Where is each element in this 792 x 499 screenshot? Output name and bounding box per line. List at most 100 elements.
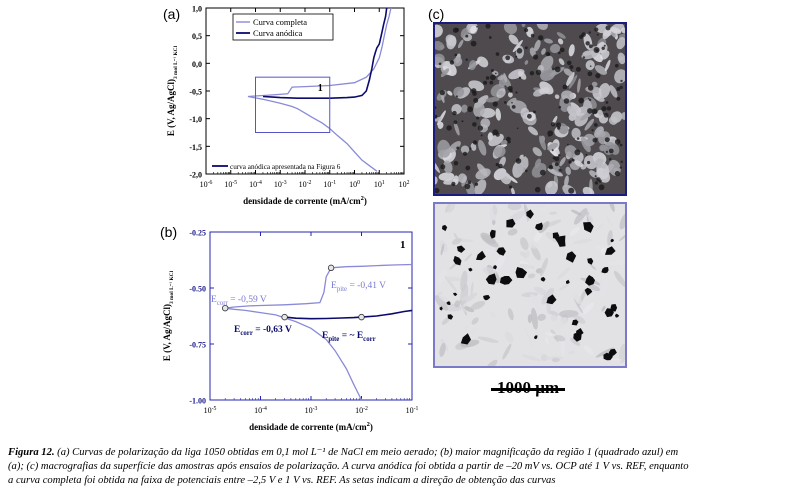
- region-1-label: 1: [318, 83, 323, 94]
- micro-bottom-grain: [507, 204, 522, 211]
- micro-top-dark-spot: [453, 120, 458, 125]
- micro-top-dark-spot: [438, 62, 442, 66]
- micro-bottom-grain: [570, 209, 582, 216]
- micro-bottom-grain: [618, 232, 625, 242]
- micro-top-dark-spot: [467, 180, 472, 184]
- micro-top-dark-spot: [576, 137, 580, 140]
- micro-top-light-patch: [457, 39, 464, 49]
- micro-bottom-grain: [548, 310, 559, 317]
- micro-top-light-patch: [596, 161, 610, 180]
- micro-top-dark-spot: [605, 101, 609, 104]
- micro-top-light-patch: [556, 32, 566, 39]
- micro-bottom-grain: [589, 263, 597, 270]
- micro-bottom-grain: [507, 308, 514, 321]
- micro-bottom-grain: [476, 222, 486, 231]
- micro-bottom-grain: [470, 328, 478, 334]
- micro-bottom-grain: [551, 357, 560, 363]
- micro-top-light-patch: [437, 139, 451, 158]
- micro-top-light-patch: [524, 60, 529, 65]
- micro-top-light-patch: [518, 70, 527, 80]
- micro-bottom-pit: [610, 304, 618, 312]
- micro-bottom-grain: [533, 286, 548, 296]
- micro-top-dark-spot: [603, 112, 609, 118]
- micro-top-light-patch: [561, 90, 574, 101]
- y-axis-label: E (V, Ag/AgCl)3 mol L⁻¹ KCl: [162, 270, 175, 361]
- micro-top-dark-spot: [439, 90, 445, 96]
- micro-bottom-grain: [537, 313, 546, 321]
- micro-top-light-patch: [453, 57, 463, 67]
- micro-top-dark-spot: [490, 69, 494, 72]
- micro-top-light-patch: [568, 74, 578, 89]
- micro-top-light-patch: [521, 24, 526, 28]
- marker-complete: [222, 304, 229, 312]
- micro-bottom-grain: [524, 326, 533, 347]
- micro-bottom-pit: [610, 238, 614, 243]
- micro-top-dark-spot: [535, 69, 542, 75]
- micro-bottom-grain: [485, 359, 498, 366]
- micro-top-light-patch: [609, 85, 618, 98]
- micro-top-dark-spot: [598, 184, 605, 191]
- micro-top-dark-spot: [509, 89, 513, 93]
- micro-top-dark-spot: [490, 74, 496, 81]
- micro-bottom-grain: [592, 280, 601, 286]
- micro-top-light-patch: [470, 25, 477, 34]
- caption-line-2: (a); (c) macrografias da superfície das …: [8, 461, 689, 473]
- micro-top-dark-spot: [566, 60, 572, 66]
- micro-top-dark-spot: [596, 177, 601, 182]
- micro-bottom-grain: [531, 245, 541, 261]
- micro-top-light-patch: [596, 109, 604, 119]
- micro-top-dark-spot: [619, 143, 623, 147]
- micro-top-dark-spot: [452, 27, 459, 33]
- x-tick-label: 100: [349, 180, 360, 189]
- micro-bottom-grain: [507, 228, 518, 236]
- x-tick-label: 10-2: [299, 180, 312, 189]
- micro-top-light-patch: [435, 159, 440, 173]
- micro-top-light-patch: [506, 97, 517, 106]
- micro-bottom-pit: [584, 287, 593, 296]
- caption-line-1: (a) Curvas de polarização da liga 1050 o…: [54, 447, 679, 458]
- micro-bottom-grain: [438, 295, 451, 304]
- micro-top-dark-spot: [556, 122, 562, 128]
- x-axis-label: densidade de corrente (mA/cm2): [249, 421, 373, 432]
- micro-bottom-pit: [476, 250, 486, 261]
- micro-bottom-grain: [569, 227, 580, 236]
- micro-top-light-patch: [435, 53, 445, 66]
- micro-bottom-grain: [540, 354, 548, 361]
- micro-top-light-patch: [435, 176, 438, 185]
- micro-bottom-grain: [482, 267, 497, 276]
- micro-top-dark-spot: [588, 98, 592, 102]
- micro-top-dark-spot: [591, 108, 598, 115]
- micro-top-dark-spot: [594, 27, 599, 32]
- micro-bottom-grain: [604, 290, 612, 299]
- micro-top-light-patch: [477, 56, 489, 68]
- micro-top-light-patch: [457, 173, 468, 183]
- micro-top-dark-spot: [615, 63, 619, 68]
- micro-top-dark-spot: [574, 149, 581, 156]
- micro-top-dark-spot: [554, 162, 559, 167]
- micro-top-light-patch: [616, 36, 625, 50]
- micro-top-dark-spot: [480, 134, 483, 137]
- micro-bottom-grain: [531, 307, 538, 330]
- annotation-epite-complete: Epite = -0,41 V: [331, 281, 386, 293]
- micro-bottom-grain: [619, 213, 625, 230]
- micro-top-dark-spot: [558, 168, 562, 172]
- micro-bottom-grain: [608, 204, 615, 212]
- y-tick-label: -0,5: [189, 88, 202, 97]
- micro-bottom-grain: [595, 223, 604, 232]
- micro-top-dark-spot: [614, 170, 621, 177]
- micro-top-light-patch: [470, 142, 477, 151]
- micro-top-dark-spot: [554, 156, 560, 162]
- micro-top-light-patch: [497, 90, 504, 96]
- micro-top-dark-spot: [451, 181, 456, 186]
- micro-top-dark-spot: [463, 151, 467, 156]
- micro-top-dark-spot: [550, 122, 556, 127]
- micro-top-light-patch: [503, 24, 518, 35]
- micro-top-light-patch: [608, 116, 618, 125]
- micro-top-dark-spot: [594, 175, 597, 178]
- micro-bottom-grain: [453, 232, 458, 240]
- micro-bottom-pit: [601, 267, 609, 274]
- micro-top-dark-spot: [558, 154, 561, 157]
- micro-bottom-pit: [446, 301, 451, 305]
- micro-bottom-pit: [565, 251, 577, 263]
- micro-top-light-patch: [595, 158, 604, 166]
